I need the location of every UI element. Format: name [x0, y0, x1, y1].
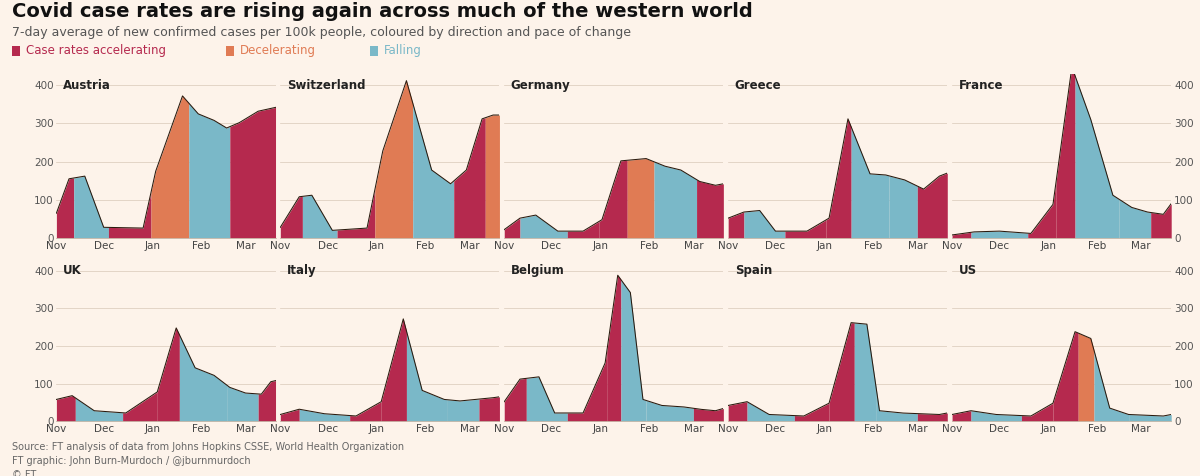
Text: UK: UK [62, 264, 82, 278]
Text: Covid case rates are rising again across much of the western world: Covid case rates are rising again across… [12, 2, 752, 21]
Text: France: France [959, 79, 1003, 92]
Text: Greece: Greece [734, 79, 781, 92]
Text: Switzerland: Switzerland [287, 79, 365, 92]
Text: Italy: Italy [287, 264, 317, 278]
Text: Belgium: Belgium [511, 264, 564, 278]
Text: US: US [959, 264, 977, 278]
Text: Decelerating: Decelerating [240, 44, 316, 58]
Text: Falling: Falling [384, 44, 422, 58]
Text: 7-day average of new confirmed cases per 100k people, coloured by direction and : 7-day average of new confirmed cases per… [12, 26, 631, 39]
Text: Case rates accelerating: Case rates accelerating [26, 44, 167, 58]
Text: Source: FT analysis of data from Johns Hopkins CSSE, World Health Organization
F: Source: FT analysis of data from Johns H… [12, 442, 404, 476]
Text: Austria: Austria [62, 79, 110, 92]
Text: Germany: Germany [511, 79, 570, 92]
Text: Spain: Spain [734, 264, 772, 278]
